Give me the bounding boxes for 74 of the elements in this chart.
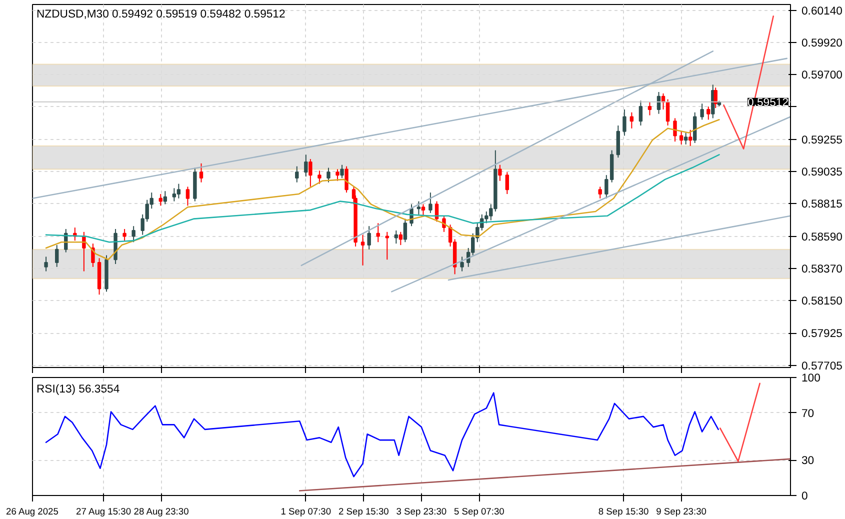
x-tick-label: 2 Sep 15:30 [338, 506, 389, 516]
candlestick [163, 190, 168, 205]
y-tick-label: 0.57705 [802, 360, 842, 372]
x-tick-label: 28 Aug 23:30 [134, 506, 189, 516]
candlestick [122, 228, 126, 242]
y-tick-label: 0 [802, 490, 808, 502]
candlestick [428, 192, 432, 214]
candlestick [186, 186, 190, 206]
y-tick-label: 0.58815 [802, 198, 842, 210]
x-tick-label: 1 Sep 07:30 [280, 506, 332, 516]
candlestick [638, 100, 643, 126]
candlestick [648, 102, 652, 116]
candlestick [326, 167, 330, 183]
candlestick [158, 194, 162, 206]
candlestick [295, 166, 299, 183]
y-tick-label: 0.59255 [802, 134, 842, 146]
candlestick [91, 243, 95, 268]
candlestick [706, 106, 710, 120]
y-tick-label: 0.60140 [802, 5, 842, 18]
y-tick-label: 70 [802, 408, 814, 420]
y-tick-label: 0.59035 [802, 166, 842, 178]
candlestick [460, 256, 464, 272]
candlestick [360, 234, 365, 266]
y-tick-label: 30 [802, 455, 814, 468]
candlestick [505, 172, 510, 195]
candlestick [398, 231, 403, 246]
candlestick [666, 98, 670, 126]
candlestick [616, 125, 620, 158]
candlestick [498, 164, 502, 182]
candlestick [340, 164, 344, 178]
candlestick [403, 218, 408, 243]
y-tick-label: 100 [802, 372, 820, 384]
candlestick [688, 129, 692, 146]
ref-line-label: 0.59512 [748, 96, 789, 109]
x-tick-label: 5 Sep 07:30 [454, 506, 504, 516]
x-tick-label: 26 Aug 2025 [6, 506, 58, 516]
candlestick [376, 222, 380, 243]
candlestick [367, 226, 371, 250]
candlestick [318, 170, 322, 184]
x-tick-label: 9 Sep 23:30 [656, 506, 706, 516]
candlestick [416, 200, 421, 215]
y-tick-label: 0.58150 [802, 295, 842, 308]
candlestick [679, 130, 684, 145]
y-tick-label: 0.59920 [802, 37, 842, 50]
candlestick [55, 244, 59, 268]
candlestick [700, 103, 704, 120]
candlestick [622, 108, 626, 136]
candlestick [44, 256, 48, 272]
candlestick [442, 215, 446, 232]
candlestick [394, 230, 398, 244]
y-tick-label: 0.59700 [802, 69, 842, 82]
candlestick [304, 154, 308, 178]
text: RSI(13) 56.3554 [36, 384, 120, 396]
candlestick [714, 87, 718, 109]
candlestick [421, 204, 426, 216]
y-tick-label: 0.58370 [802, 263, 842, 276]
candlestick [308, 158, 312, 188]
candlestick [598, 186, 602, 199]
candlestick [673, 118, 677, 142]
candlestick [132, 226, 136, 243]
candlestick [172, 188, 176, 202]
candlestick [336, 168, 340, 182]
x-tick-label: 27 Aug 15:30 [76, 506, 132, 516]
candlestick [176, 183, 181, 199]
x-tick-label: 8 Sep 15:30 [598, 506, 649, 516]
candlestick [684, 132, 688, 145]
candlestick [630, 112, 634, 129]
candlestick [385, 231, 389, 260]
y-tick-label: 0.58590 [802, 231, 842, 244]
candlestick [604, 174, 608, 199]
x-tick-label: 3 Sep 23:30 [396, 506, 447, 516]
y-tick-label: 0.57925 [802, 328, 842, 340]
candlestick [199, 162, 204, 183]
chart-title: NZDUSD,M30 0.59492 0.59519 0.59482 0.59512 [36, 8, 286, 20]
